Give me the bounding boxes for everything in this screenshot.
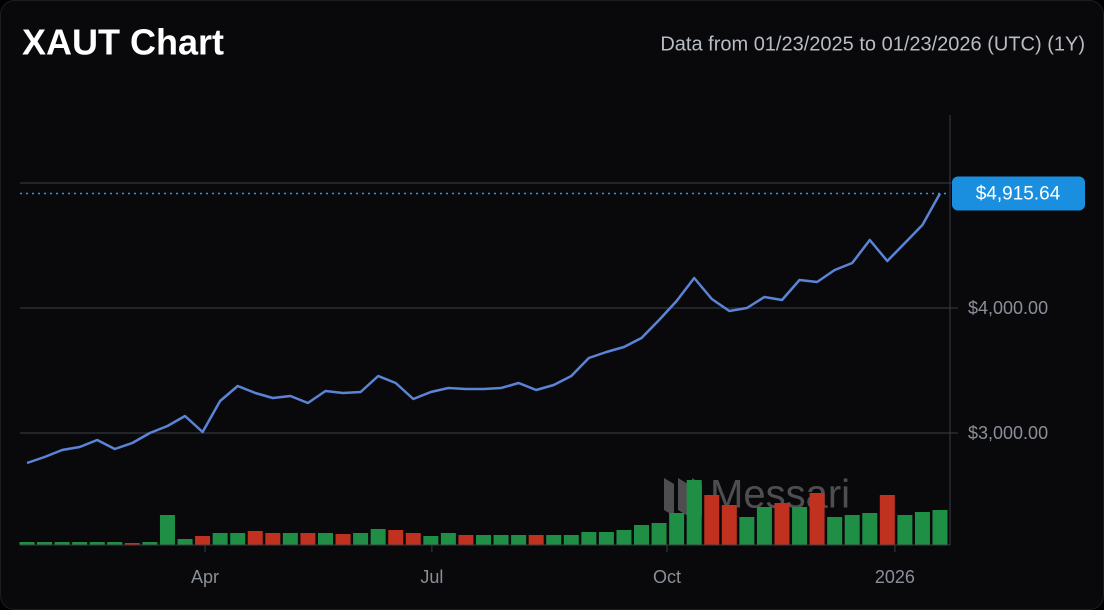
- volume-bar: [230, 533, 246, 545]
- volume-bar: [634, 525, 650, 545]
- volume-bar: [669, 513, 685, 545]
- volume-bar: [932, 510, 948, 545]
- volume-bar: [317, 533, 333, 545]
- volume-bar: [511, 535, 527, 545]
- volume-bar: [159, 515, 175, 545]
- volume-bar: [616, 530, 632, 545]
- chart-subtitle: Data from 01/23/2025 to 01/23/2026 (UTC)…: [660, 33, 1085, 55]
- volume-bar: [142, 542, 158, 545]
- volume-bar: [37, 542, 53, 545]
- volume-bar: [563, 535, 579, 545]
- volume-bar: [405, 533, 421, 545]
- volume-bar: [353, 533, 369, 545]
- volume-bar: [423, 536, 439, 545]
- volume-bar: [19, 542, 35, 545]
- volume-bar: [651, 523, 667, 545]
- volume-bar: [124, 543, 140, 545]
- volume-bar: [774, 503, 790, 545]
- x-tick-label: Oct: [653, 567, 681, 587]
- volume-bar: [107, 542, 123, 545]
- volume-bar: [212, 533, 228, 545]
- volume-bar: [546, 535, 562, 545]
- volume-bar: [300, 533, 316, 545]
- y-tick-label: $4,000.00: [968, 298, 1048, 318]
- x-tick-label: 2026: [875, 567, 915, 587]
- volume-bar: [914, 512, 930, 545]
- volume-bar: [879, 495, 895, 545]
- volume-bar: [862, 513, 878, 545]
- volume-bar: [721, 505, 737, 545]
- price-line: [26, 192, 942, 465]
- x-tick-label: Apr: [191, 567, 219, 587]
- volume-bar: [827, 517, 843, 545]
- volume-bar: [581, 532, 597, 545]
- volume-bar: [493, 535, 509, 545]
- volume-bar: [335, 534, 351, 545]
- volume-bar: [247, 531, 263, 545]
- volume-bar: [476, 535, 491, 545]
- volume-bar: [739, 517, 755, 545]
- last-price-badge: [952, 176, 1085, 211]
- volume-bar: [897, 515, 913, 545]
- volume-bar: [704, 495, 720, 545]
- volume-bar: [177, 539, 193, 545]
- volume-bar: [370, 529, 386, 545]
- volume-bar: [440, 533, 456, 545]
- volume-bar: [809, 493, 825, 545]
- volume-bar: [265, 533, 281, 545]
- volume-bar: [792, 507, 808, 545]
- volume-bar: [598, 532, 614, 545]
- volume-bar: [89, 542, 105, 545]
- volume-bar: [282, 533, 298, 545]
- y-tick-label: $3,000.00: [968, 423, 1048, 443]
- volume-bar: [686, 480, 702, 545]
- volume-bar: [388, 530, 404, 545]
- volume-bar: [458, 535, 474, 545]
- volume-bar: [528, 535, 544, 545]
- x-tick-label: Jul: [420, 567, 443, 587]
- chart-title: XAUT Chart: [22, 22, 224, 63]
- volume-bar: [756, 507, 772, 545]
- volume-bar: [844, 515, 860, 545]
- volume-bar: [54, 542, 70, 545]
- volume-bar: [72, 542, 88, 545]
- volume-bar: [195, 536, 211, 545]
- last-price-label: $4,915.64: [976, 184, 1061, 205]
